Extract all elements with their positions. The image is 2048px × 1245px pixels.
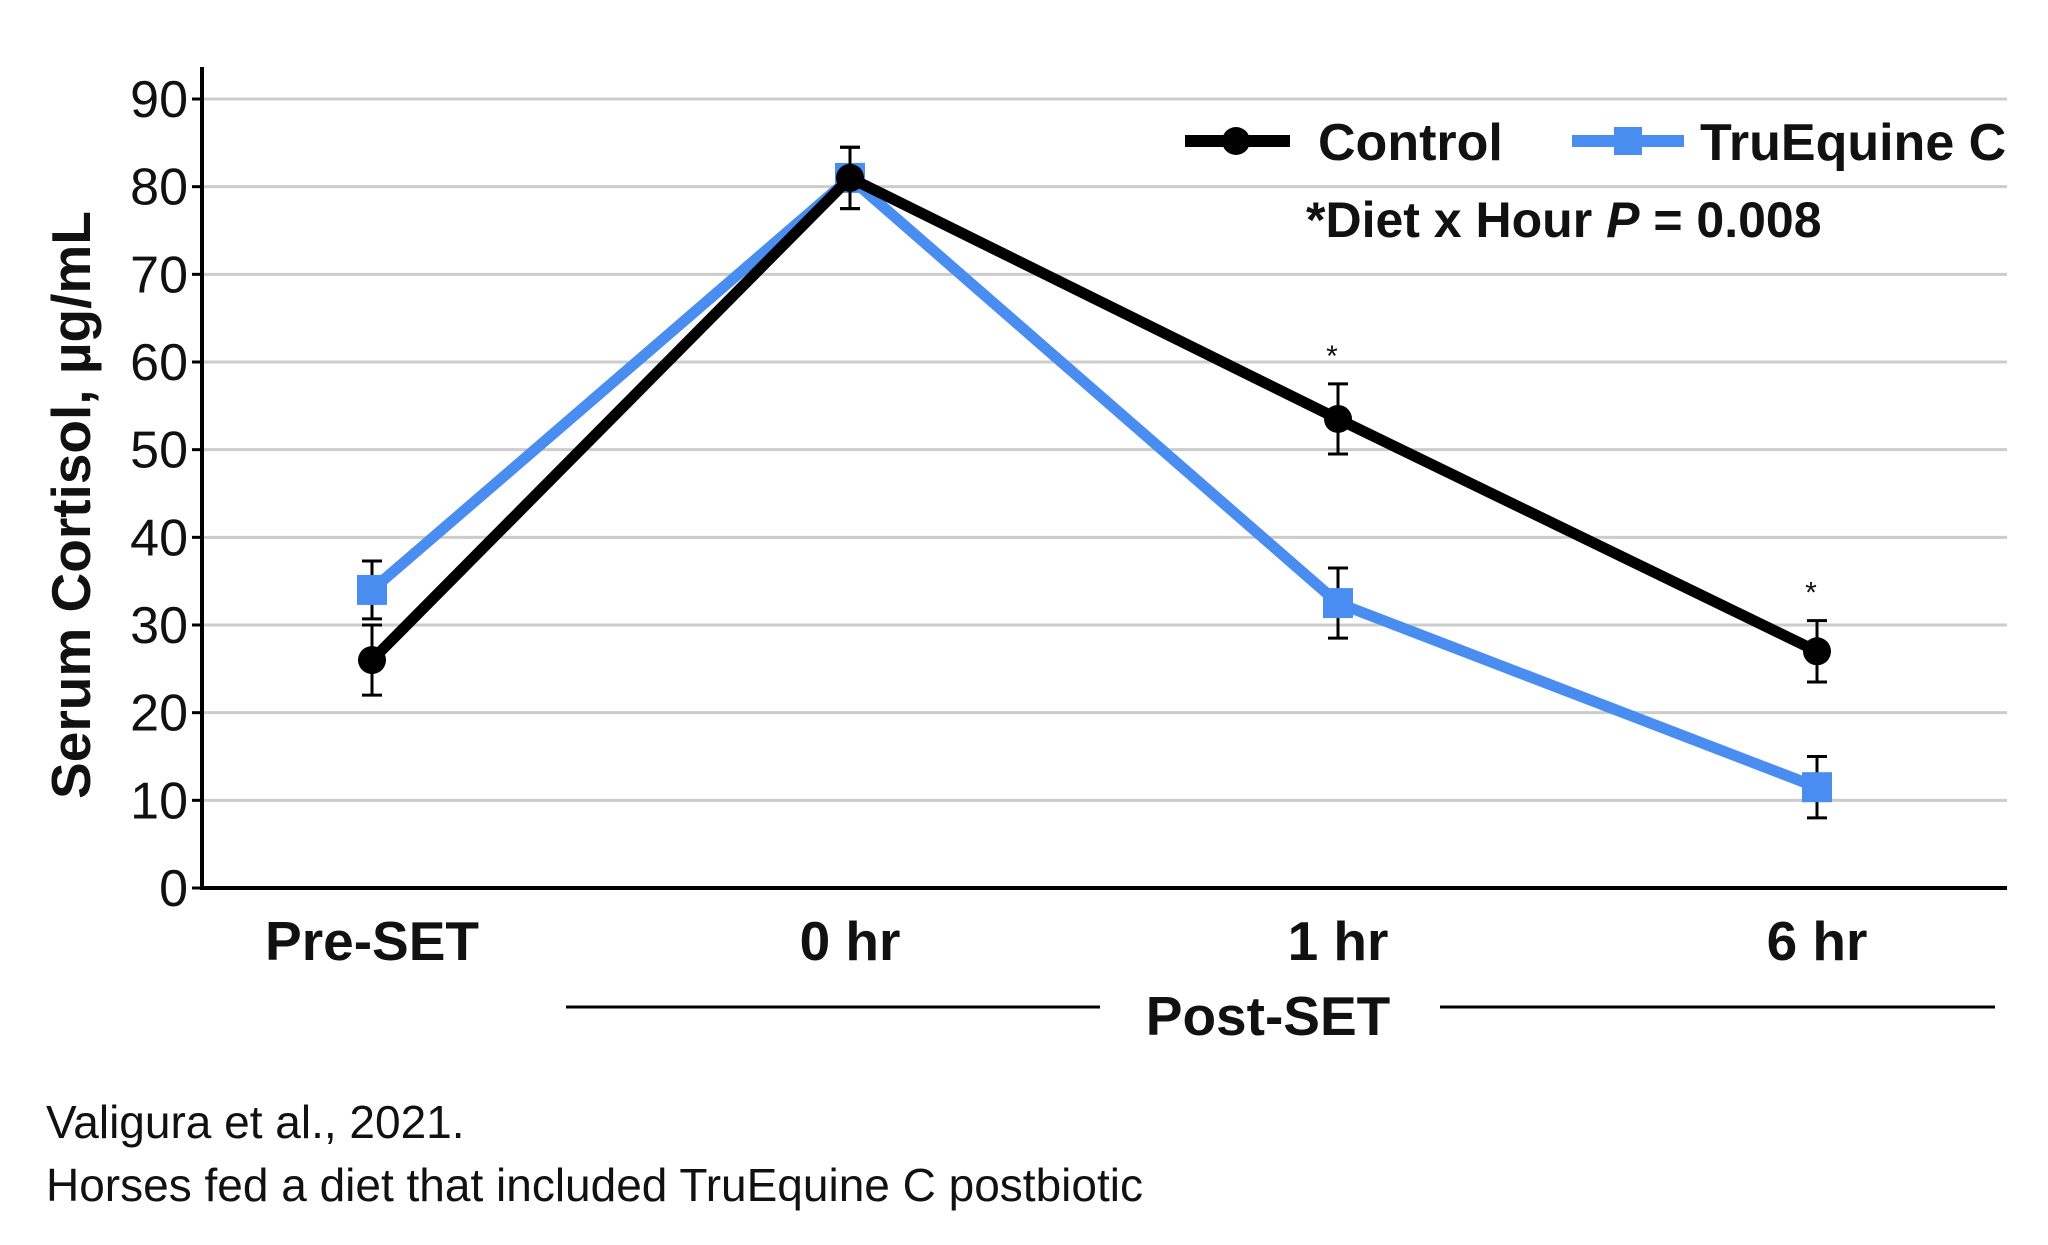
x-tick-label: 6 hr xyxy=(1767,910,1868,972)
x-tick-labels: Pre-SET 0 hr 1 hr 6 hr xyxy=(265,910,1867,972)
y-tick-label: 90 xyxy=(130,71,188,129)
legend-control-label: Control xyxy=(1318,114,1503,172)
p-value-prefix: *Diet x Hour xyxy=(1306,192,1606,248)
data-point-square xyxy=(357,574,387,605)
y-tick-label: 20 xyxy=(130,685,188,743)
legend: Control TruEquine C *Diet x Hour P = 0.0… xyxy=(1185,114,2006,248)
y-tick-label: 60 xyxy=(130,334,188,392)
caption-description: Horses fed a diet that included TruEquin… xyxy=(46,1159,1143,1211)
x-tick-label: Pre-SET xyxy=(265,910,479,972)
grid-lines xyxy=(202,97,2007,802)
post-set-group-label: Post-SET xyxy=(1146,985,1390,1047)
data-point-square xyxy=(1323,588,1353,619)
x-tick-label: 1 hr xyxy=(1288,910,1389,972)
p-value-annotation: *Diet x Hour P = 0.008 xyxy=(1306,192,1822,248)
x-tick-label: 0 hr xyxy=(800,910,901,972)
series-control xyxy=(358,145,1831,697)
legend-truequine-label: TruEquine C xyxy=(1700,114,2006,172)
y-tick-label: 0 xyxy=(159,860,188,918)
y-tick-label: 70 xyxy=(130,246,188,304)
legend-control-marker-icon xyxy=(1222,127,1250,155)
data-point-circle xyxy=(836,163,864,192)
caption-citation: Valigura et al., 2021. xyxy=(46,1096,465,1148)
y-tick-label: 50 xyxy=(130,422,188,480)
significance-marks: ** xyxy=(1326,340,1817,610)
y-tick-label: 80 xyxy=(130,159,188,217)
series-truequine-c xyxy=(357,145,1832,820)
y-axis-label: Serum Cortisol, µg/mL xyxy=(40,211,102,799)
significance-asterisk: * xyxy=(1326,340,1338,373)
data-point-circle xyxy=(358,646,386,675)
y-tick-label: 40 xyxy=(130,509,188,567)
y-tick-labels: 0 10 20 30 40 50 60 70 80 90 xyxy=(130,71,202,918)
p-value-symbol: P xyxy=(1606,192,1640,248)
y-tick-label: 10 xyxy=(130,772,188,830)
data-point-circle xyxy=(1803,637,1831,666)
legend-truequine-marker-icon xyxy=(1614,127,1642,155)
y-tick-label: 30 xyxy=(130,597,188,655)
significance-asterisk: * xyxy=(1805,577,1817,610)
series-line xyxy=(368,171,1820,664)
data-point-circle xyxy=(1324,404,1352,433)
p-value-suffix: = 0.008 xyxy=(1639,192,1821,248)
data-point-square xyxy=(1802,772,1832,803)
series-line xyxy=(368,170,1819,793)
series-layer xyxy=(357,145,1832,820)
cortisol-line-chart: 0 10 20 30 40 50 60 70 80 90 Serum Cortisol, µg/m… xyxy=(40,67,2007,1047)
